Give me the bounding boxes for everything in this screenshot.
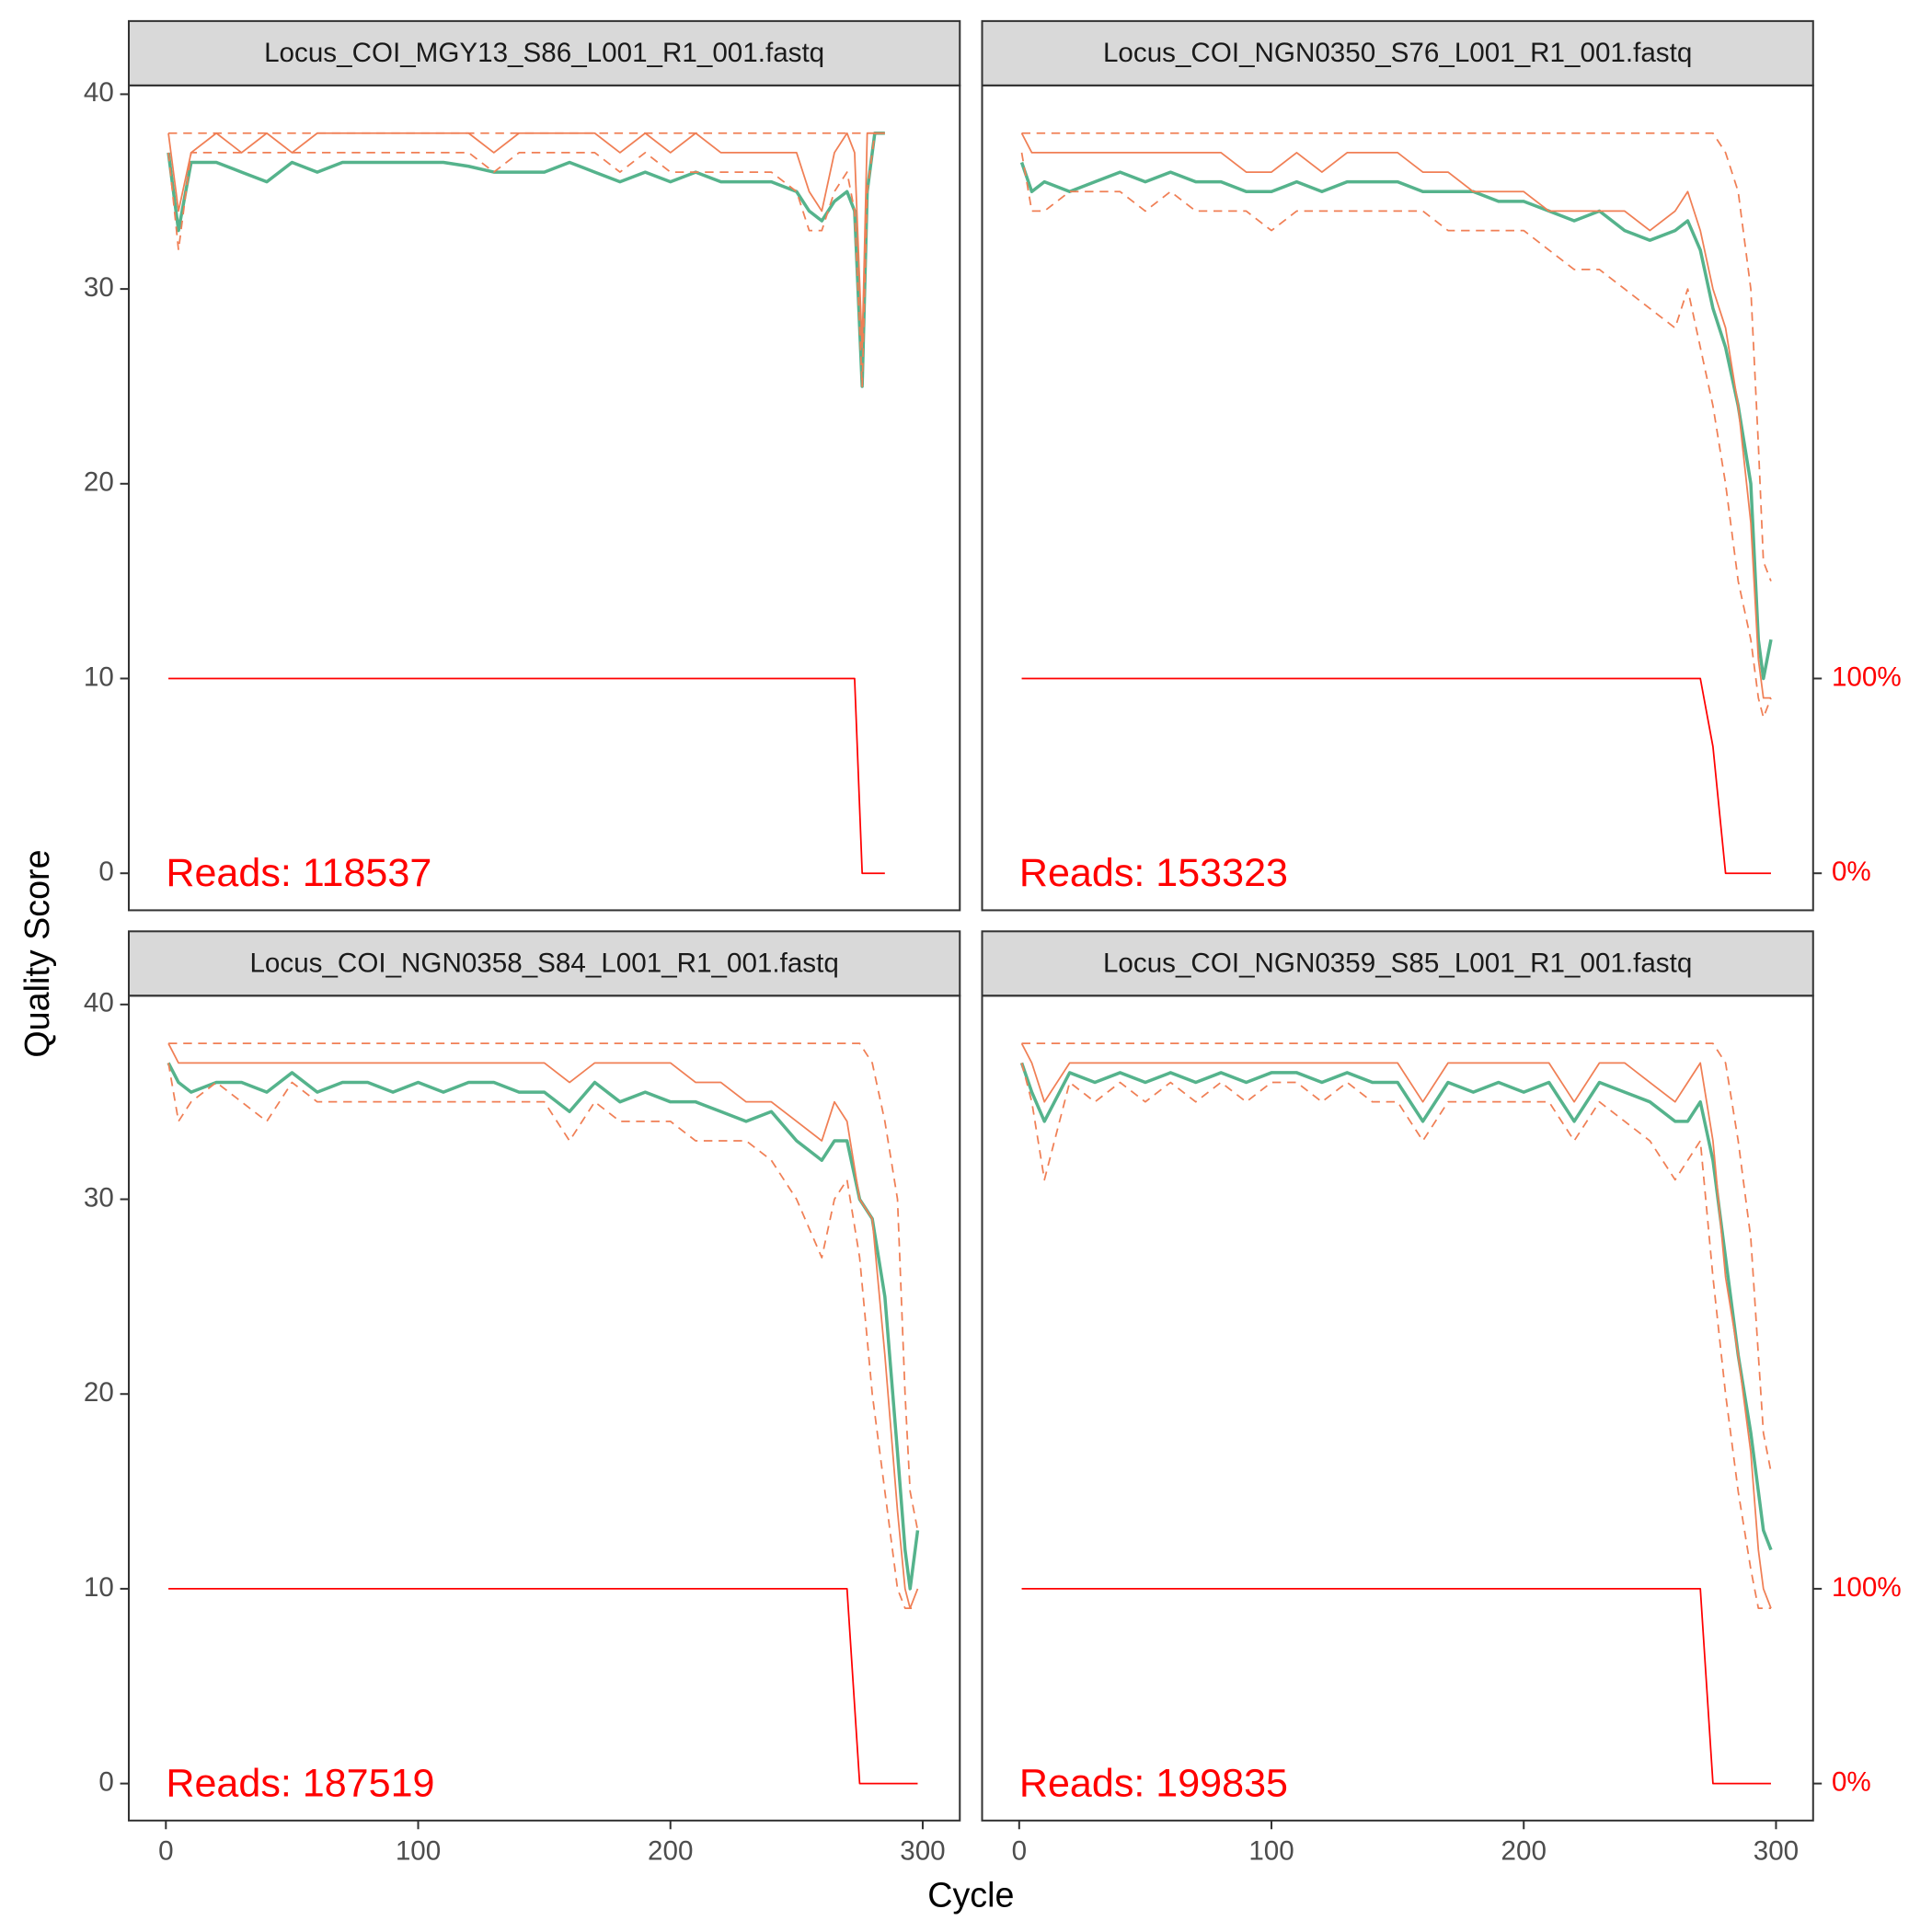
strip-label: Locus_COI_NGN0359_S85_L001_R1_001.fastq: [1103, 948, 1692, 978]
panel-border: [127, 84, 961, 912]
y-axis-title: Quality Score: [17, 849, 56, 1057]
strip: [981, 930, 1814, 997]
quality-line: [167, 132, 885, 349]
y2-tick-label: 0%: [1832, 1766, 1871, 1797]
quality-line: [1020, 132, 1771, 699]
x-tick-label: 100: [1248, 1836, 1294, 1867]
y-tick-label: 40: [84, 988, 114, 1018]
y-tick-label: 40: [84, 77, 114, 108]
panel-border: [981, 995, 1814, 1822]
x-tick-label: 300: [900, 1836, 945, 1867]
quality-line: [167, 1062, 920, 1591]
quality-line: [167, 132, 885, 388]
y-tick-label: 0: [98, 857, 113, 887]
y-tick-label: 10: [84, 1572, 114, 1603]
strip: [127, 19, 961, 86]
reads-annotation: Reads: 153323: [1019, 851, 1288, 895]
reads-annotation: Reads: 187519: [166, 1762, 434, 1806]
quality-line: [1021, 1042, 1772, 1473]
cumulative-line: [1021, 1588, 1771, 1785]
panel-border: [127, 995, 961, 1822]
strip: [981, 19, 1814, 86]
y-tick-label: 10: [84, 661, 114, 692]
y2-tick-label: 100%: [1832, 1572, 1902, 1603]
cumulative-line: [168, 677, 885, 875]
cumulative-line: [168, 1588, 918, 1785]
y-tick-label: 0: [98, 1766, 113, 1797]
y2-tick-label: 100%: [1832, 661, 1902, 692]
quality-line: [167, 1042, 919, 1609]
y-tick-label: 30: [84, 272, 114, 303]
quality-line: [1020, 1042, 1772, 1609]
y-tick-label: 20: [84, 1377, 114, 1408]
x-tick-label: 300: [1754, 1836, 1799, 1867]
x-tick-label: 0: [1012, 1836, 1027, 1867]
x-axis-title: Cycle: [927, 1875, 1014, 1914]
strip-label: Locus_COI_NGN0358_S84_L001_R1_001.fastq: [249, 948, 838, 978]
reads-annotation: Reads: 118537: [166, 851, 431, 895]
y2-tick-label: 0%: [1832, 857, 1871, 887]
quality-line: [1021, 132, 1772, 581]
y-tick-label: 30: [84, 1182, 114, 1213]
quality-line: [167, 132, 885, 387]
panel-border: [981, 84, 1814, 912]
quality-line: [1020, 152, 1772, 719]
reads-annotation: Reads: 199835: [1019, 1762, 1288, 1806]
quality-line: [1019, 1062, 1773, 1551]
y-tick-label: 20: [84, 467, 114, 498]
x-tick-label: 100: [396, 1836, 441, 1867]
quality-line: [167, 1063, 918, 1609]
x-tick-label: 200: [1501, 1836, 1547, 1867]
strip-label: Locus_COI_MGY13_S86_L001_R1_001.fastq: [264, 38, 824, 68]
quality-line: [1019, 161, 1773, 681]
x-tick-label: 0: [158, 1836, 173, 1867]
quality-line: [168, 1042, 919, 1531]
cumulative-line: [1021, 677, 1771, 875]
x-tick-label: 200: [648, 1836, 693, 1867]
quality-line: [1020, 1063, 1771, 1609]
strip-label: Locus_COI_NGN0350_S76_L001_R1_001.fastq: [1103, 38, 1692, 68]
